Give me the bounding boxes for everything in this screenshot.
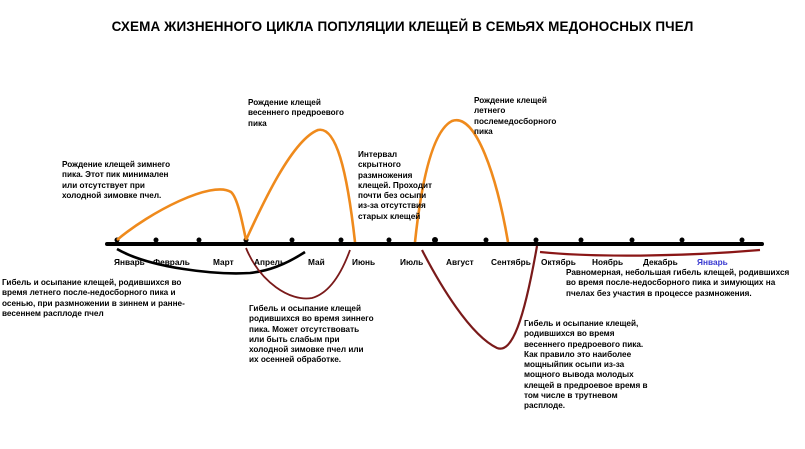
winter-birth-curve (116, 188, 248, 241)
month-dot (338, 237, 344, 243)
month-dot (432, 237, 438, 243)
month-dot (196, 237, 202, 243)
month-label: Январь (114, 257, 145, 267)
spring-death-annotation: Гибель и осыпание клещей, родившихся во … (524, 319, 648, 411)
month-dot (483, 237, 489, 243)
month-dot (578, 237, 584, 243)
spring-death-curve (421, 245, 539, 350)
month-dot (153, 237, 159, 243)
summer-birth-curve (413, 118, 510, 243)
month-dot (289, 237, 295, 243)
summer-death-annotation: Гибель и осыпание клещей, родившихся во … (2, 278, 185, 318)
month-dot (629, 237, 635, 243)
hidden-interval-annotation: Интервал скрытного размножения клещей. П… (358, 150, 433, 221)
month-label: Сентябрь (491, 257, 531, 267)
month-label: Февраль (153, 257, 190, 267)
winter-death-annotation: Гибель и осыпание клещей родившихся во в… (249, 304, 374, 365)
month-dot (386, 237, 392, 243)
summer-death-curve (116, 247, 306, 275)
winter-birth-annotation: Рождение клещей зимнего пика. Этот пик м… (62, 160, 171, 200)
month-dot (533, 237, 539, 243)
month-label: Апрель (254, 257, 286, 267)
month-dot (679, 237, 685, 243)
month-dot (739, 237, 745, 243)
month-label: Октябрь (541, 257, 576, 267)
month-label: Декабрь (643, 257, 678, 267)
month-label: Июль (400, 257, 424, 267)
month-label: Март (213, 257, 234, 267)
autumn-death-annotation: Равномерная, небольшая гибель клещей, ро… (566, 268, 790, 298)
month-label: Январь (697, 257, 728, 267)
spring-birth-curve (244, 128, 357, 243)
spring-birth-annotation: Рождение клещей весеннего предроевого пи… (248, 98, 344, 128)
month-dots (114, 237, 745, 243)
month-label: Июнь (352, 257, 376, 267)
winter-death-curve (245, 247, 351, 300)
summer-birth-annotation: Рождение клещей летнего послемедосборног… (474, 96, 557, 136)
month-label: Ноябрь (592, 257, 624, 267)
month-label: Август (446, 257, 474, 267)
diagram-title: СХЕМА ЖИЗНЕННОГО ЦИКЛА ПОПУЛЯЦИИ КЛЕЩЕЙ … (111, 19, 694, 34)
autumn-death-curve (539, 248, 761, 257)
month-label: Май (308, 257, 325, 267)
